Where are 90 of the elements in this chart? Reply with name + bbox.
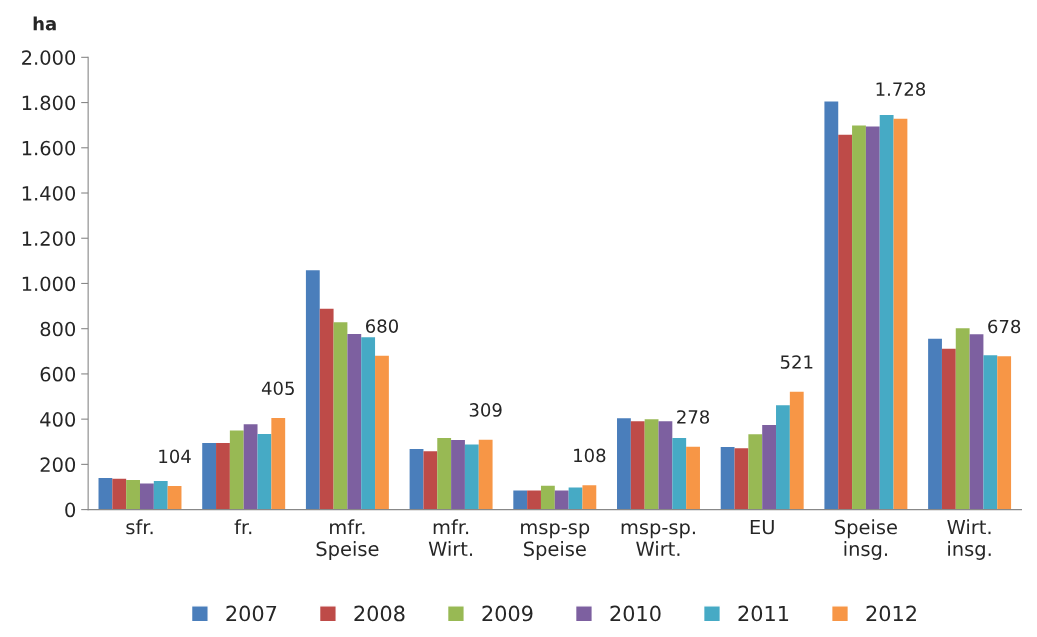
x-tick-label: Speise insg. (835, 519, 897, 560)
bar (789, 391, 804, 510)
bar (375, 355, 389, 510)
y-tick-label: 1.400 (22, 185, 76, 201)
x-tick-label: sfr. (126, 519, 153, 535)
bar (126, 479, 140, 510)
bar (893, 118, 908, 510)
bar (527, 490, 541, 510)
y-tick-label: 200 (40, 457, 76, 473)
bar (686, 446, 700, 510)
bar (243, 424, 258, 510)
bar (98, 477, 113, 510)
y-axis-title: ha (33, 16, 56, 31)
data-label: 405 (261, 381, 294, 396)
bar (540, 485, 555, 510)
bar (333, 322, 348, 510)
bar (969, 334, 984, 510)
y-tick-label: 1.000 (22, 276, 76, 292)
y-tick-label: 2.000 (22, 50, 76, 65)
bar (672, 437, 687, 510)
bar (202, 443, 217, 510)
bar (409, 449, 424, 510)
bar (513, 490, 528, 510)
bar (658, 421, 673, 510)
bar (734, 448, 749, 510)
bar (319, 308, 334, 510)
bar (762, 425, 777, 510)
bar (451, 439, 465, 510)
bar (928, 338, 942, 510)
x-tick-label: EU (750, 519, 774, 535)
data-label: 104 (159, 449, 191, 464)
bar (216, 443, 230, 510)
bar (824, 101, 839, 510)
bar (997, 356, 1012, 510)
bar (229, 430, 244, 510)
data-label: 108 (574, 448, 606, 463)
bar (305, 270, 320, 510)
bar (140, 483, 154, 510)
x-tick-label: msp-sp Speise (521, 523, 590, 560)
bar (879, 114, 894, 510)
data-label: 278 (677, 410, 710, 424)
bar (423, 451, 438, 510)
y-tick-label: 600 (40, 366, 76, 382)
bar (361, 337, 376, 510)
bar (257, 434, 272, 510)
x-tick-label: mfr. Speise (316, 519, 379, 560)
bar (776, 405, 790, 510)
bar (554, 490, 569, 510)
bar (630, 421, 645, 510)
bar (112, 478, 127, 510)
legend-label: 2007 (226, 605, 277, 622)
bar (167, 486, 182, 510)
bar (464, 444, 479, 510)
bar (838, 134, 853, 510)
x-tick-label: Wirt. insg. (947, 519, 991, 560)
y-tick-label: 1.600 (22, 140, 76, 156)
y-tick-label: 1.200 (22, 231, 76, 246)
bar (955, 328, 970, 510)
bar (153, 480, 168, 510)
legend-label: 2009 (482, 605, 533, 622)
legend-label: 2012 (866, 605, 916, 622)
bar (582, 485, 597, 510)
y-tick-label: 400 (40, 412, 76, 427)
bar (983, 355, 998, 510)
x-tick-label: mfr. Wirt. (428, 519, 472, 556)
data-label: 521 (780, 355, 813, 369)
bar (478, 439, 493, 510)
bar (271, 418, 286, 510)
data-label: 309 (469, 403, 502, 417)
bar (437, 437, 452, 510)
bar (865, 126, 880, 510)
bar (617, 418, 631, 510)
bar (568, 487, 583, 510)
y-tick-label: 1.800 (22, 95, 76, 111)
bar (720, 446, 735, 510)
data-label: 680 (365, 319, 398, 333)
y-tick-label: 0 (65, 502, 76, 518)
data-label: 1.728 (876, 82, 926, 96)
legend-label: 2008 (354, 605, 405, 622)
bar (941, 348, 956, 510)
legend-label: 2010 (610, 605, 661, 622)
bar (852, 125, 866, 510)
y-tick-label: 800 (40, 321, 76, 337)
bar (644, 419, 659, 510)
bar (347, 333, 362, 510)
x-tick-label: fr. (234, 519, 252, 535)
legend-label: 2011 (738, 605, 789, 622)
x-tick-label: msp-sp. Wirt. (621, 523, 695, 556)
data-label: 678 (988, 319, 1021, 334)
bar (748, 434, 763, 510)
